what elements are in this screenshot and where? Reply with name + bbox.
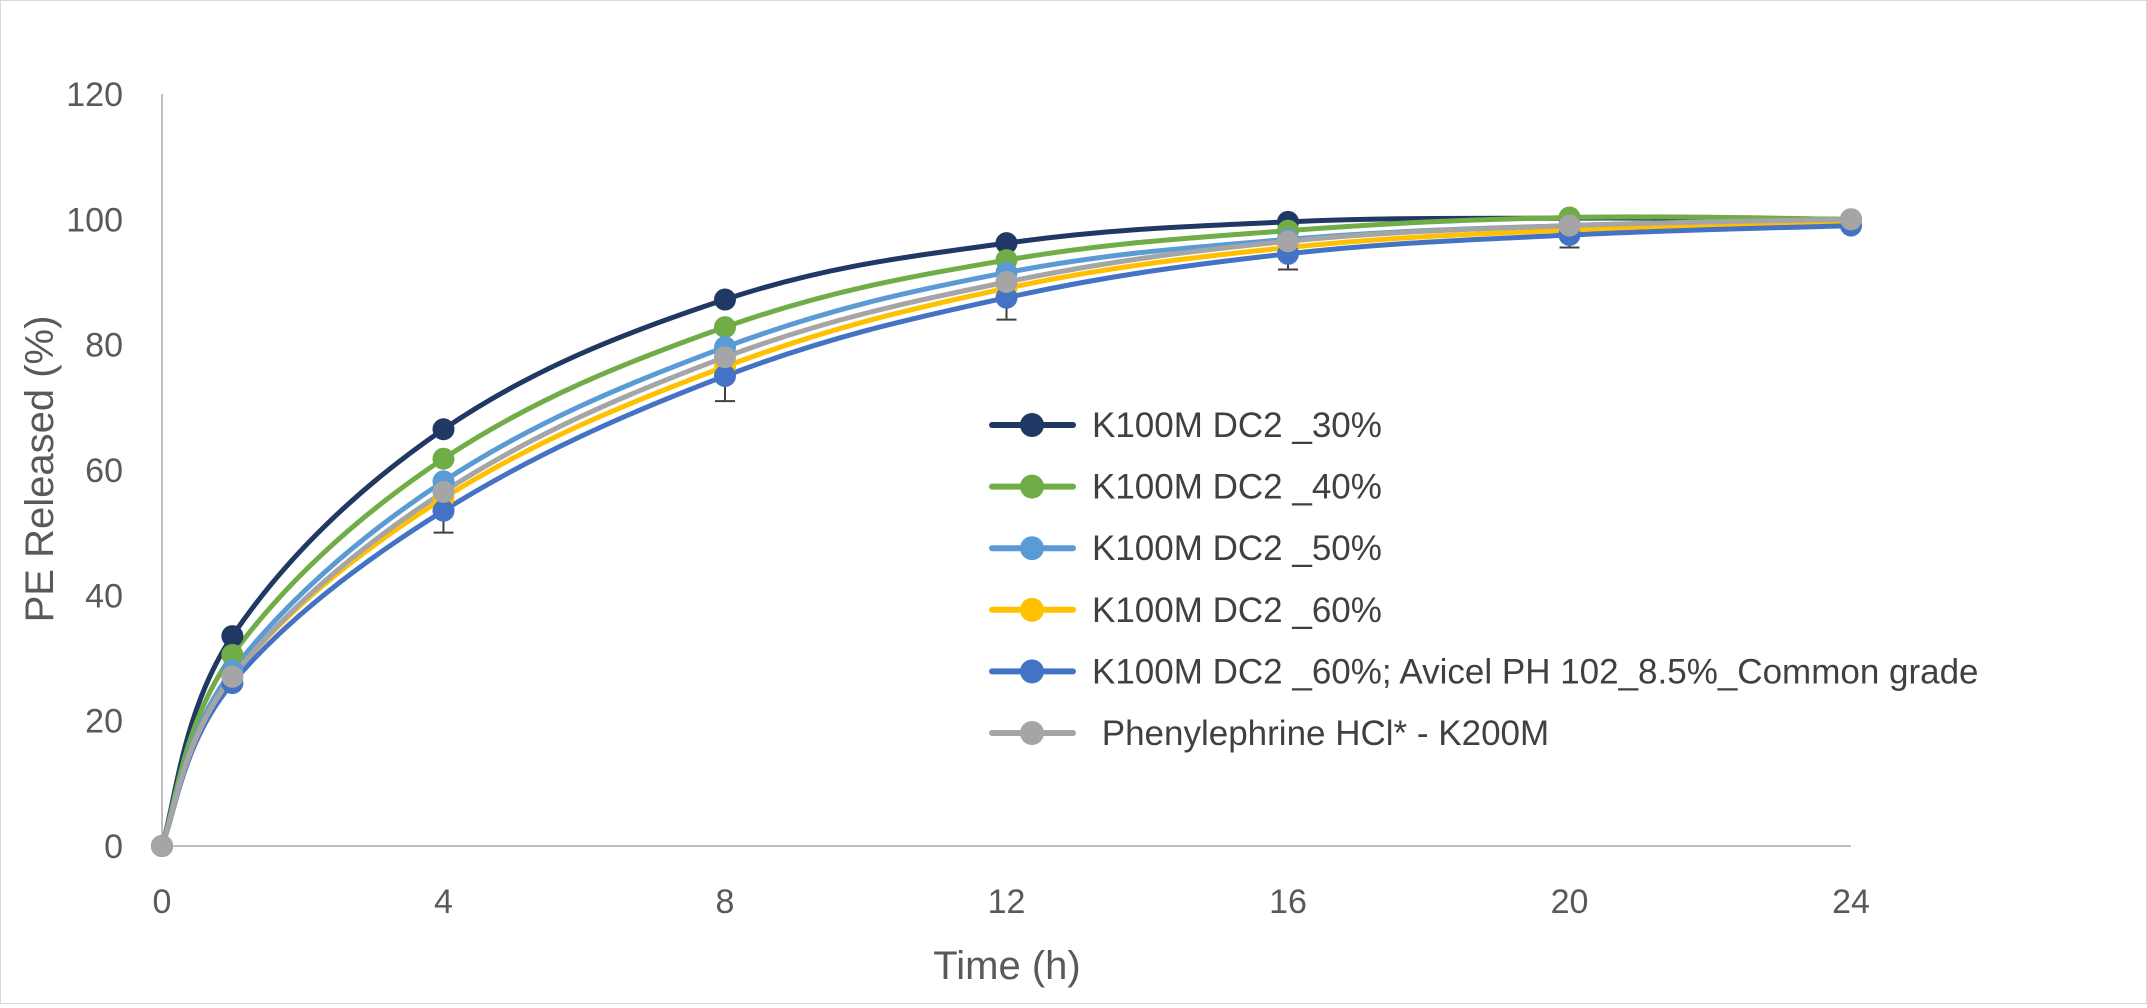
- legend-marker: [1020, 597, 1044, 622]
- x-tick-label: 20: [1551, 883, 1589, 921]
- data-point-series-2: [714, 316, 736, 339]
- x-tick-label: 16: [1269, 883, 1307, 921]
- y-tick-label: 120: [66, 76, 123, 114]
- legend-label: Phenylephrine HCl* - K200M: [1092, 714, 1549, 753]
- x-tick-label: 24: [1832, 883, 1870, 921]
- y-tick-label: 40: [85, 577, 123, 615]
- x-tick-label: 12: [988, 883, 1026, 921]
- x-axis-title: Time (h): [933, 944, 1080, 988]
- axes: [161, 94, 1851, 847]
- y-tick-labels: 0 20 40 60 80 100 120: [66, 76, 123, 866]
- legend-label: K100M DC2 _60%; Avicel PH 102_8.5%_Commo…: [1092, 652, 1979, 691]
- data-point-series-6: [1840, 208, 1862, 231]
- data-point-series-6: [221, 665, 244, 688]
- legend-marker: [1020, 474, 1044, 499]
- series-lines: [159, 214, 1854, 849]
- legend-marker: [1020, 536, 1044, 561]
- y-tick-label: 100: [66, 201, 123, 239]
- x-tick-label: 0: [153, 883, 172, 921]
- data-point-series-6: [1277, 230, 1299, 253]
- data-point-series-6: [151, 835, 173, 857]
- x-tick-labels: 0 4 8 12 16 20 24: [153, 883, 1870, 921]
- data-point-series-5: [995, 286, 1018, 309]
- legend: K100M DC2 _30% K100M DC2 _40% K100M DC2 _5…: [989, 406, 1979, 753]
- series-line-5: [159, 223, 1854, 849]
- y-axis-title: PE Released (%): [18, 316, 62, 623]
- data-point-series-1: [221, 625, 244, 648]
- legend-marker: [1020, 659, 1044, 684]
- series-markers: [151, 206, 1862, 857]
- data-point-series-6: [1558, 214, 1581, 237]
- data-point-series-2: [432, 447, 455, 470]
- data-point-series-1: [432, 418, 455, 441]
- data-point-series-1: [995, 232, 1018, 255]
- legend-label: K100M DC2 _30%: [1092, 406, 1382, 445]
- legend-marker: [1020, 721, 1044, 745]
- data-point-series-6: [432, 480, 455, 503]
- x-tick-label: 8: [716, 883, 735, 921]
- y-tick-label: 60: [85, 452, 123, 490]
- data-point-series-1: [714, 288, 736, 311]
- y-tick-label: 80: [85, 327, 123, 365]
- data-point-series-6: [995, 271, 1018, 293]
- legend-label: K100M DC2 _60%: [1092, 591, 1382, 630]
- series-line-6: [159, 216, 1854, 849]
- legend-label: K100M DC2 _40%: [1092, 468, 1382, 507]
- y-tick-label: 20: [85, 703, 123, 741]
- x-tick-label: 4: [434, 883, 453, 921]
- y-tick-label: 0: [104, 828, 123, 866]
- data-point-series-6: [714, 346, 736, 369]
- data-point-series-5: [432, 499, 455, 522]
- series-line-2: [159, 214, 1854, 849]
- legend-marker: [1020, 413, 1044, 437]
- data-point-series-2: [221, 643, 244, 666]
- legend-label: K100M DC2 _50%: [1092, 529, 1382, 568]
- data-point-series-5: [714, 365, 736, 387]
